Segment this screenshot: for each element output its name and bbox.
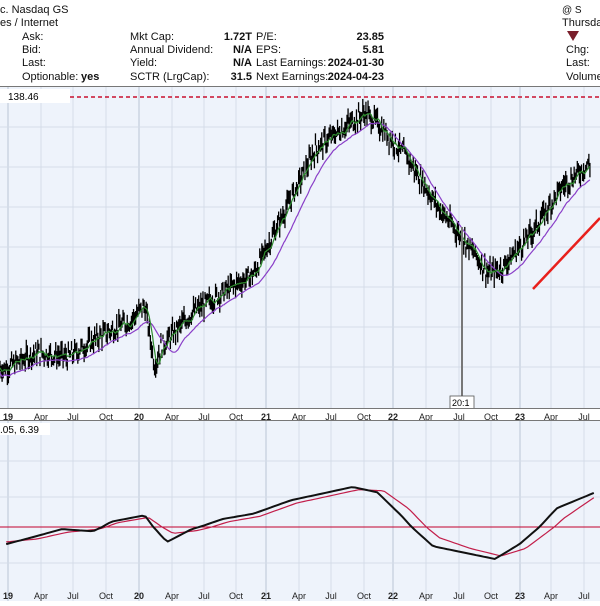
price-x-axis-labels: 19 Apr Jul Oct 20 Apr Jul Oct 21 Apr Jul Oct 22 Apr Ju… bbox=[3, 412, 590, 422]
price-x-tick-label: Jul bbox=[453, 412, 465, 422]
next-earnings-label: Next Earnings: bbox=[256, 71, 329, 83]
macd-x-tick-label: Jul bbox=[325, 591, 337, 601]
price-chart-panel: 138.46 20:1 bbox=[0, 86, 600, 410]
price-x-tick-label: Oct bbox=[484, 412, 499, 422]
macd-chart-panel: .05, 6.39 19 Apr Jul Oct 20 Apr Jul Oct 21 Apr Jul… bbox=[0, 420, 600, 601]
ask-label: Ask: bbox=[22, 31, 44, 43]
price-x-tick-label: Oct bbox=[99, 412, 114, 422]
eps-value: 5.81 bbox=[362, 44, 384, 56]
macd-label-bg bbox=[0, 423, 50, 435]
price-x-tick-label: Apr bbox=[165, 412, 179, 422]
last-label: Last: bbox=[22, 57, 46, 69]
last-earnings-label: Last Earnings: bbox=[256, 57, 327, 69]
optionable-label: Optionable: bbox=[22, 71, 79, 83]
price-x-tick-label: 21 bbox=[261, 412, 271, 422]
dividend-label: Annual Dividend: bbox=[130, 44, 214, 56]
price-x-tick-label: Jul bbox=[325, 412, 337, 422]
sctr-label: SCTR (LrgCap): bbox=[130, 71, 210, 83]
exchange-label: c. Nasdaq GS bbox=[0, 4, 69, 16]
price-bars bbox=[0, 98, 591, 386]
yield-label: Yield: bbox=[130, 57, 158, 69]
macd-signal-line bbox=[6, 489, 595, 557]
chg-label: Chg: bbox=[566, 44, 590, 56]
last2-label: Last: bbox=[566, 57, 590, 69]
industry-label: es / Internet bbox=[0, 17, 59, 29]
copyright-fragment: @ S bbox=[562, 5, 582, 16]
down-triangle-icon bbox=[567, 31, 579, 41]
macd-x-tick-label: Jul bbox=[453, 591, 465, 601]
price-x-axis: 19 Apr Jul Oct 20 Apr Jul Oct 21 Apr Jul Oct 22 Apr Ju… bbox=[0, 408, 600, 422]
macd-x-tick-label: Apr bbox=[419, 591, 433, 601]
macd-x-tick-label: 19 bbox=[3, 591, 13, 601]
mktcap-label: Mkt Cap: bbox=[130, 31, 175, 43]
price-x-tick-label: Oct bbox=[229, 412, 244, 422]
sctr-value: 31.5 bbox=[230, 71, 252, 83]
price-x-tick-label: Apr bbox=[419, 412, 433, 422]
macd-x-tick-label: Apr bbox=[34, 591, 48, 601]
price-chart: 138.46 20:1 bbox=[0, 87, 600, 410]
pe-label: P/E: bbox=[256, 31, 277, 43]
macd-chart: .05, 6.39 19 Apr Jul Oct 20 Apr Jul Oct 21 Apr Jul… bbox=[0, 421, 600, 601]
macd-x-tick-label: Oct bbox=[484, 591, 499, 601]
mktcap-value: 1.72T bbox=[223, 31, 252, 43]
macd-x-tick-label: Oct bbox=[99, 591, 114, 601]
macd-x-tick-label: Jul bbox=[67, 591, 79, 601]
next-earnings-value: 2024-04-23 bbox=[327, 71, 384, 83]
macd-x-tick-label: Jul bbox=[198, 591, 210, 601]
macd-x-axis-labels: 19 Apr Jul Oct 20 Apr Jul Oct 21 Apr Jul Oct 22 Apr Ju… bbox=[3, 591, 590, 601]
price-x-tick-label: Jul bbox=[198, 412, 210, 422]
pe-value: 23.85 bbox=[356, 31, 384, 43]
support-trendline bbox=[532, 217, 600, 290]
price-x-tick-label: Apr bbox=[34, 412, 48, 422]
price-x-tick-label: Apr bbox=[544, 412, 558, 422]
yield-value: N/A bbox=[233, 57, 252, 69]
macd-x-tick-label: Oct bbox=[357, 591, 372, 601]
moving-average-slow bbox=[0, 122, 591, 378]
price-x-tick-label: 23 bbox=[515, 412, 525, 422]
price-x-tick-label: 20 bbox=[134, 412, 144, 422]
macd-line bbox=[5, 486, 595, 561]
bid-label: Bid: bbox=[22, 44, 41, 56]
volume-label: Volume: bbox=[566, 71, 600, 83]
eps-label: EPS: bbox=[256, 44, 282, 56]
moving-average-fast bbox=[0, 112, 591, 373]
macd-x-tick-label: Apr bbox=[165, 591, 179, 601]
date-fragment: Thursda bbox=[562, 17, 600, 29]
macd-x-tick-label: 21 bbox=[261, 591, 271, 601]
price-x-tick-label: Oct bbox=[357, 412, 372, 422]
optionable-value: yes bbox=[81, 71, 100, 83]
macd-x-tick-label: 22 bbox=[388, 591, 398, 601]
macd-x-tick-label: Jul bbox=[578, 591, 590, 601]
macd-x-tick-label: Apr bbox=[292, 591, 306, 601]
macd-values-label: .05, 6.39 bbox=[0, 425, 39, 436]
price-x-tick-label: 22 bbox=[388, 412, 398, 422]
price-x-tick-label: Jul bbox=[578, 412, 590, 422]
split-label: 20:1 bbox=[452, 398, 470, 408]
price-label-bg bbox=[0, 89, 70, 103]
last-earnings-value: 2024-01-30 bbox=[327, 57, 384, 69]
macd-x-tick-label: Oct bbox=[229, 591, 244, 601]
dividend-value: N/A bbox=[233, 44, 252, 56]
price-level-label: 138.46 bbox=[8, 92, 39, 103]
quote-header: c. Nasdaq GS es / Internet Ask: Bid: Las… bbox=[0, 0, 600, 86]
price-x-tick-label: 19 bbox=[3, 412, 13, 422]
macd-x-tick-label: 20 bbox=[134, 591, 144, 601]
macd-x-tick-label: Apr bbox=[544, 591, 558, 601]
macd-x-tick-label: 23 bbox=[515, 591, 525, 601]
price-x-tick-label: Jul bbox=[67, 412, 79, 422]
macd-gridlines bbox=[0, 421, 600, 601]
price-x-tick-label: Apr bbox=[292, 412, 306, 422]
